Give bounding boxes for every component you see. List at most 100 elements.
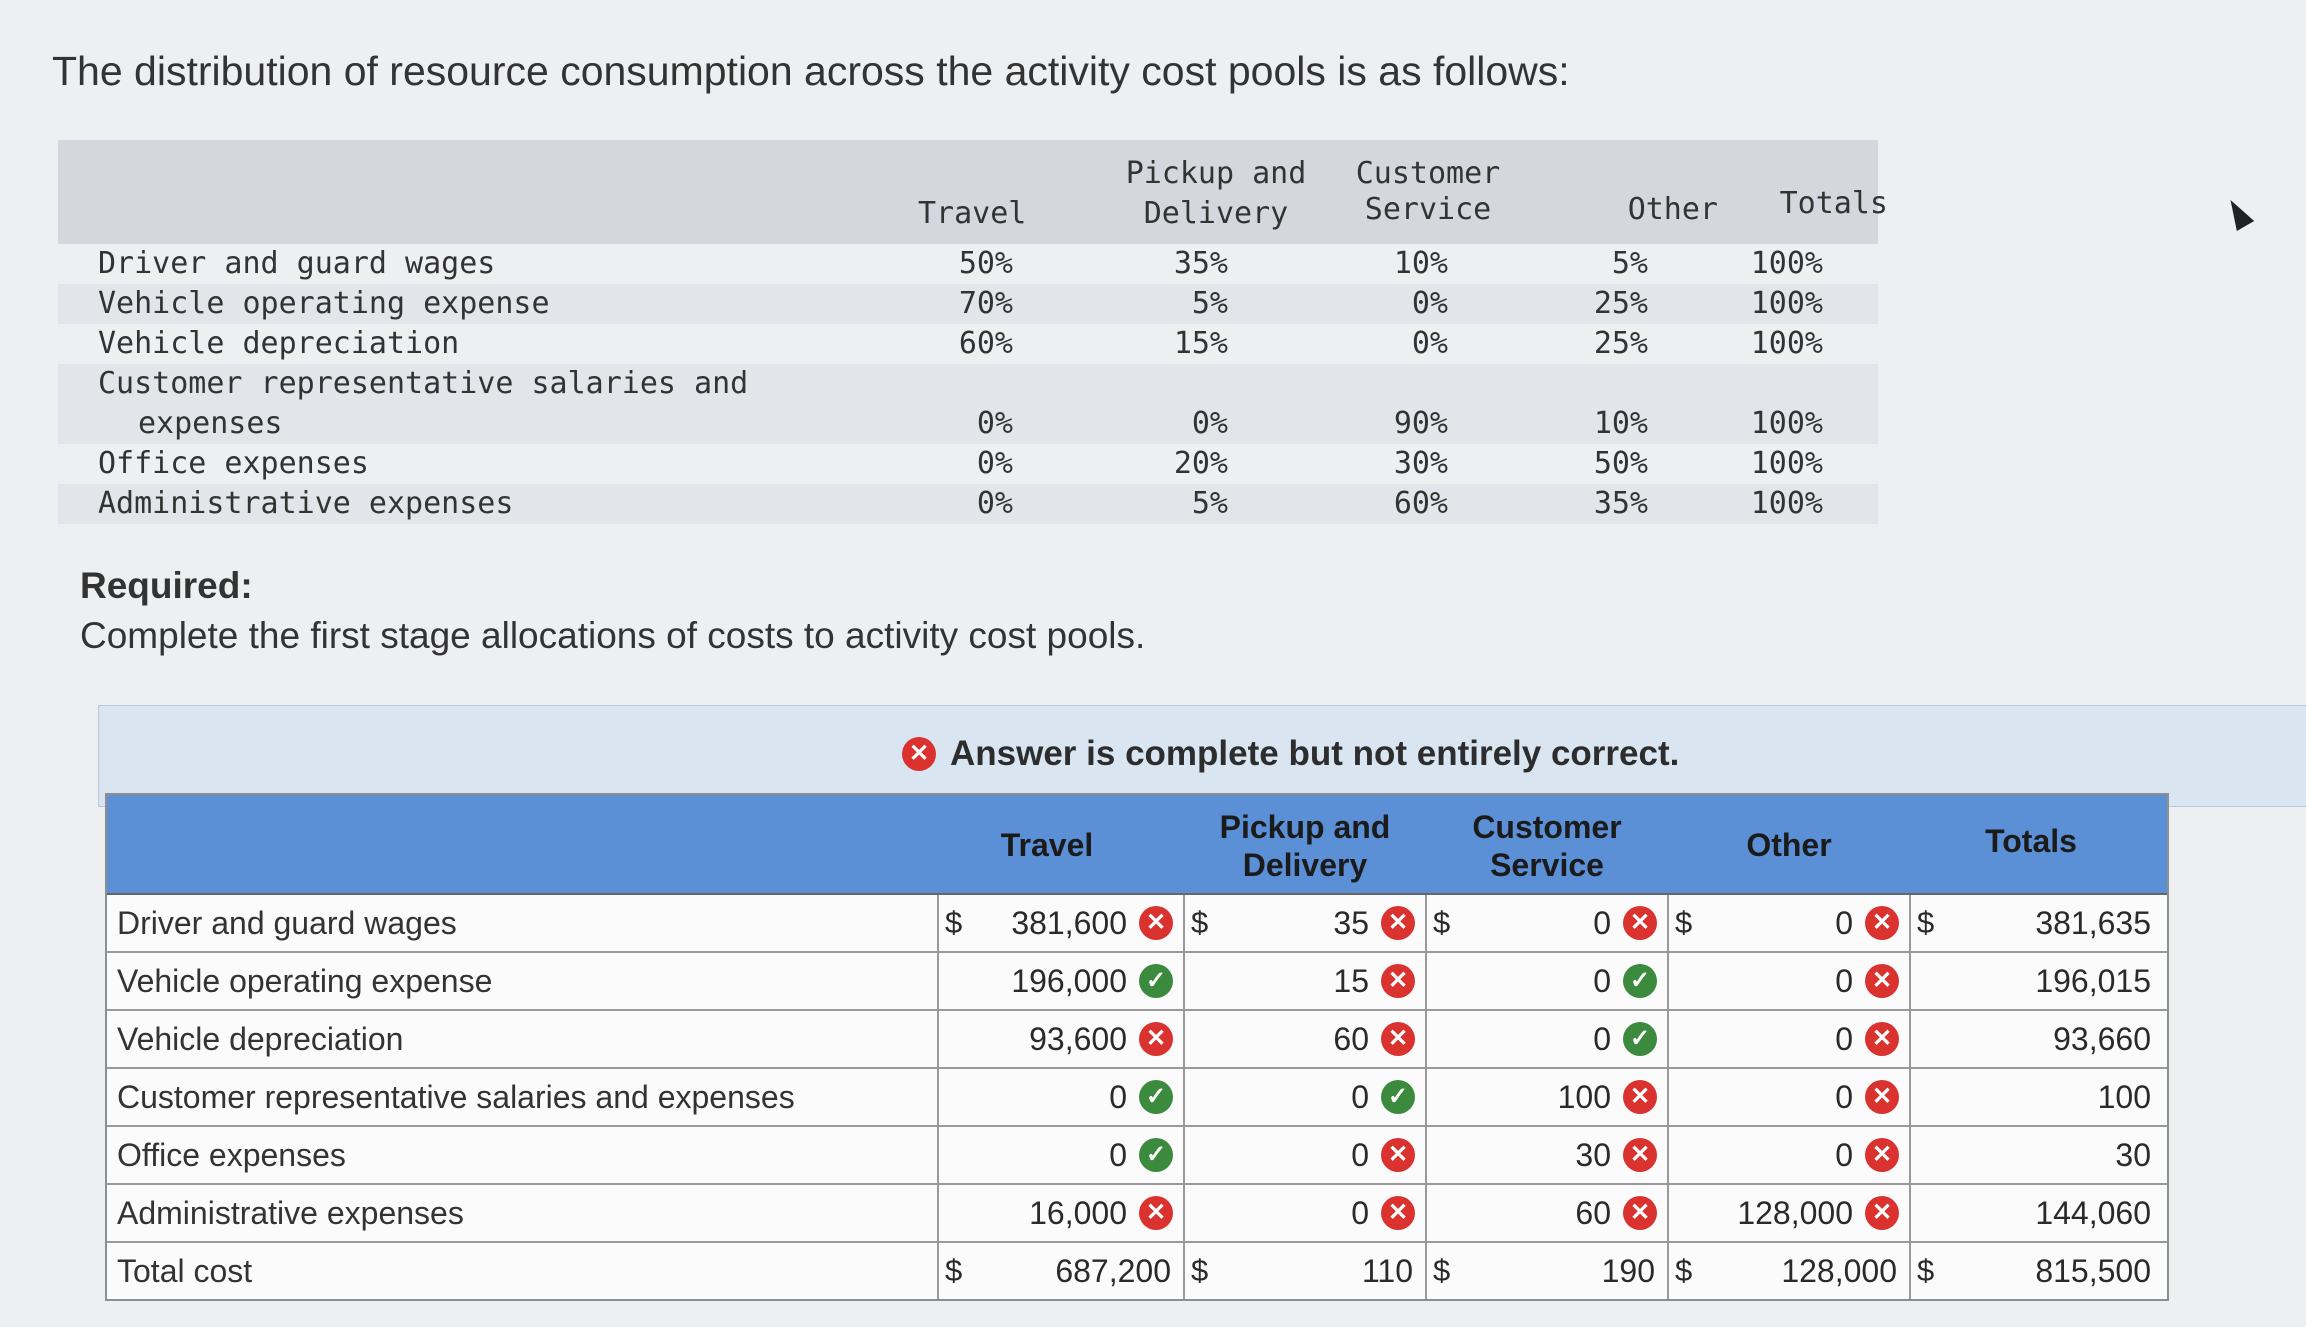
distribution-travel-value: 0%	[976, 406, 1013, 441]
incorrect-icon: ✕	[1623, 1196, 1657, 1230]
answer-cell-other[interactable]: 128,000 ✕	[1667, 1185, 1911, 1241]
answer-cell-travel[interactable]: 16,000 ✕	[937, 1185, 1185, 1241]
distribution-pickup-value: 5%	[1191, 286, 1228, 321]
dollar-sign: $	[1433, 1253, 1451, 1288]
answer-row-label: Vehicle operating expense	[117, 963, 493, 999]
answer-cell-travel: $687,200	[937, 1243, 1185, 1299]
dollar-sign: $	[1917, 905, 1935, 940]
correct-icon: ✓	[1139, 964, 1173, 998]
answer-value: 381,600	[1011, 905, 1127, 941]
incorrect-icon: ✕	[1865, 906, 1899, 940]
answer-cell-travel[interactable]: $381,600 ✕	[937, 895, 1185, 951]
answer-value: 60	[1575, 1195, 1611, 1231]
answer-cell-other[interactable]: 0 ✕	[1667, 1127, 1911, 1183]
distribution-pickup-value: 15%	[1173, 326, 1228, 361]
answer-row-label: Office expenses	[117, 1137, 346, 1173]
answer-cell-totals: 93,660	[1909, 1011, 2165, 1067]
answer-value: 0	[1835, 905, 1853, 941]
answer-cell-other[interactable]: 0 ✕	[1667, 953, 1911, 1009]
answer-cell-totals: $381,635	[1909, 895, 2165, 951]
dist-col-pickup-l2: Delivery	[1143, 196, 1289, 231]
answer-cell-travel[interactable]: 196,000 ✓	[937, 953, 1185, 1009]
dollar-sign: $	[945, 905, 963, 940]
distribution-row: Administrative expenses 0% 5% 60% 35% 100%	[58, 484, 1878, 524]
ans-col-other: Other	[1746, 827, 1832, 863]
ans-col-pickup-l1: Pickup and	[1219, 809, 1391, 845]
answer-row: Vehicle depreciation 93,600 ✕ 60 ✕ 0 ✓ 0 ✕ 93,660	[107, 1011, 2167, 1069]
dist-col-totals: Totals	[1779, 186, 1888, 221]
distribution-header: Travel Pickup and Delivery Customer Serv…	[58, 140, 1888, 244]
answer-value: 0	[1835, 1079, 1853, 1115]
answer-cell-travel[interactable]: 0 ✓	[937, 1127, 1185, 1183]
answer-cell-pickup: $110	[1183, 1243, 1427, 1299]
distribution-pickup-value: 20%	[1173, 446, 1228, 481]
feedback-banner: ✕ Answer is complete but not entirely co…	[98, 705, 2306, 807]
distribution-rows: Driver and guard wages 50% 35% 10% 5% 100% Veh…	[58, 244, 1878, 524]
distribution-row-label: Customer representative salaries and	[98, 366, 749, 401]
ans-col-customer-l2: Service	[1490, 847, 1604, 883]
answer-value: 93,600	[1029, 1021, 1127, 1057]
answer-value: 381,635	[2035, 905, 2151, 941]
ans-col-travel: Travel	[1000, 827, 1094, 863]
answer-value: 128,000	[1737, 1195, 1853, 1231]
distribution-travel-value: 0%	[976, 486, 1013, 521]
answer-cell-customer[interactable]: 30 ✕	[1425, 1127, 1669, 1183]
feedback-text: Answer is complete but not entirely corr…	[950, 734, 1680, 773]
distribution-row-label: expenses	[138, 406, 283, 441]
answer-cell-customer[interactable]: 0 ✓	[1425, 1011, 1669, 1067]
incorrect-icon: ✕	[1865, 1022, 1899, 1056]
answer-cell-pickup[interactable]: 60 ✕	[1183, 1011, 1427, 1067]
dollar-sign: $	[1675, 905, 1693, 940]
incorrect-icon: ✕	[1865, 1196, 1899, 1230]
answer-cell-totals: $815,500	[1909, 1243, 2165, 1299]
answer-cell-travel[interactable]: 93,600 ✕	[937, 1011, 1185, 1067]
answer-cell-other[interactable]: $0 ✕	[1667, 895, 1911, 951]
answer-value: 0	[1351, 1137, 1369, 1173]
incorrect-icon: ✕	[1623, 1138, 1657, 1172]
answer-value: 0	[1835, 963, 1853, 999]
answer-row-label: Total cost	[117, 1253, 253, 1289]
answer-value: 815,500	[2035, 1253, 2151, 1289]
ans-col-pickup-l2: Delivery	[1242, 847, 1368, 883]
incorrect-icon: ✕	[1381, 1196, 1415, 1230]
distribution-row-label: Vehicle operating expense	[98, 286, 550, 321]
distribution-row: Customer representative salaries and	[58, 364, 1878, 404]
answer-cell-pickup[interactable]: $35 ✕	[1183, 895, 1427, 951]
answer-cell-customer[interactable]: 100 ✕	[1425, 1069, 1669, 1125]
answer-value: 0	[1351, 1195, 1369, 1231]
answer-value: 0	[1835, 1137, 1853, 1173]
answer-value: 128,000	[1781, 1253, 1897, 1289]
answer-cell-totals: 100	[1909, 1069, 2165, 1125]
dist-col-travel: Travel	[918, 196, 1027, 231]
answer-cell-other[interactable]: 0 ✕	[1667, 1011, 1911, 1067]
answer-cell-pickup[interactable]: 0 ✕	[1183, 1185, 1427, 1241]
distribution-pickup-value: 5%	[1191, 486, 1228, 521]
incorrect-icon: ✕	[1139, 1022, 1173, 1056]
answer-cell-travel[interactable]: 0 ✓	[937, 1069, 1185, 1125]
answer-value: 30	[1575, 1137, 1611, 1173]
distribution-customer-value: 10%	[1393, 246, 1448, 281]
answer-value: 30	[2115, 1137, 2151, 1173]
answer-value: 16,000	[1029, 1195, 1127, 1231]
answer-value: 100	[1557, 1079, 1611, 1115]
distribution-totals-value: 100%	[1750, 486, 1823, 521]
distribution-customer-value: 60%	[1393, 486, 1448, 521]
answer-value: 0	[1351, 1079, 1369, 1115]
answer-cell-customer[interactable]: 60 ✕	[1425, 1185, 1669, 1241]
answer-row: Driver and guard wages $381,600 ✕ $35 ✕ $0 ✕ $0…	[107, 895, 2167, 953]
answer-cell-pickup[interactable]: 15 ✕	[1183, 953, 1427, 1009]
answer-cell-customer[interactable]: $0 ✕	[1425, 895, 1669, 951]
answer-cell-pickup[interactable]: 0 ✓	[1183, 1069, 1427, 1125]
correct-icon: ✓	[1623, 964, 1657, 998]
answer-value: 190	[1601, 1253, 1655, 1289]
incorrect-icon: ✕	[1139, 906, 1173, 940]
answer-cell-other[interactable]: 0 ✕	[1667, 1069, 1911, 1125]
distribution-pickup-value: 0%	[1191, 406, 1228, 441]
incorrect-icon: ✕	[1623, 906, 1657, 940]
answer-cell-other: $128,000	[1667, 1243, 1911, 1299]
answer-cell-customer[interactable]: 0 ✓	[1425, 953, 1669, 1009]
distribution-travel-value: 60%	[958, 326, 1013, 361]
answer-cell-pickup[interactable]: 0 ✕	[1183, 1127, 1427, 1183]
distribution-row-label: Driver and guard wages	[98, 246, 496, 281]
distribution-row: Vehicle operating expense 70% 5% 0% 25% 100%	[58, 284, 1878, 324]
